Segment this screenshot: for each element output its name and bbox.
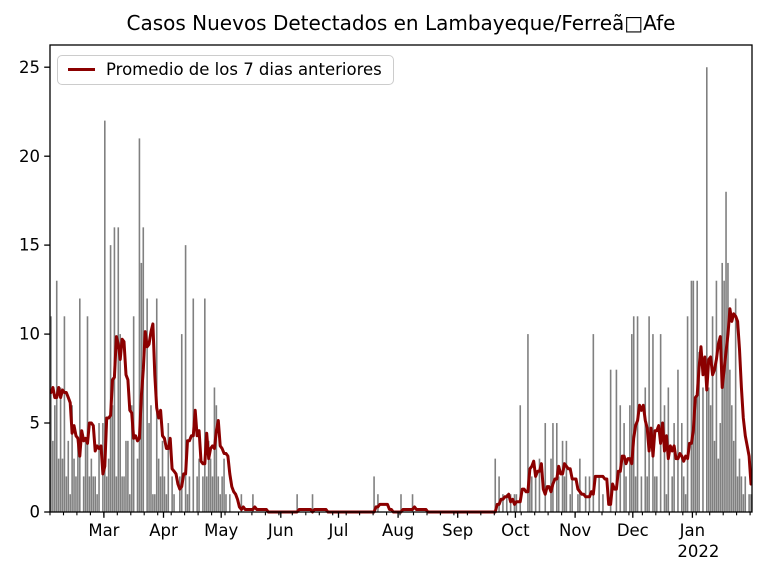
svg-text:Oct: Oct xyxy=(501,521,530,540)
chart-title: Casos Nuevos Detectados en Lambayeque/Fe… xyxy=(126,11,676,35)
bars-layer xyxy=(50,67,752,513)
svg-text:0: 0 xyxy=(30,503,41,522)
svg-text:Mar: Mar xyxy=(88,521,119,540)
svg-text:5: 5 xyxy=(30,414,41,433)
svg-text:15: 15 xyxy=(19,236,40,255)
legend-line-icon xyxy=(68,68,95,71)
x-axis-ticks: Mar Apr May Jun Jul Aug Sep Oct Nov Dec Jan 2022 xyxy=(88,512,719,561)
x-axis-year-label: 2022 xyxy=(677,542,719,561)
svg-text:Aug: Aug xyxy=(382,521,414,540)
svg-text:Jun: Jun xyxy=(267,521,294,540)
svg-text:Nov: Nov xyxy=(559,521,591,540)
plot-frame xyxy=(49,44,753,513)
svg-text:Jul: Jul xyxy=(328,521,349,540)
svg-text:Sep: Sep xyxy=(442,521,473,540)
legend-box: Promedio de los 7 dias anteriores xyxy=(57,55,394,85)
svg-text:Apr: Apr xyxy=(149,521,178,540)
svg-text:May: May xyxy=(204,521,238,540)
svg-text:Jan: Jan xyxy=(679,521,705,540)
legend-label: Promedio de los 7 dias anteriores xyxy=(106,60,382,79)
svg-text:Dec: Dec xyxy=(617,521,649,540)
svg-text:10: 10 xyxy=(19,325,40,344)
y-axis-ticks: 0 5 10 15 20 25 xyxy=(19,58,50,522)
svg-text:25: 25 xyxy=(19,58,40,77)
svg-text:20: 20 xyxy=(19,147,40,166)
